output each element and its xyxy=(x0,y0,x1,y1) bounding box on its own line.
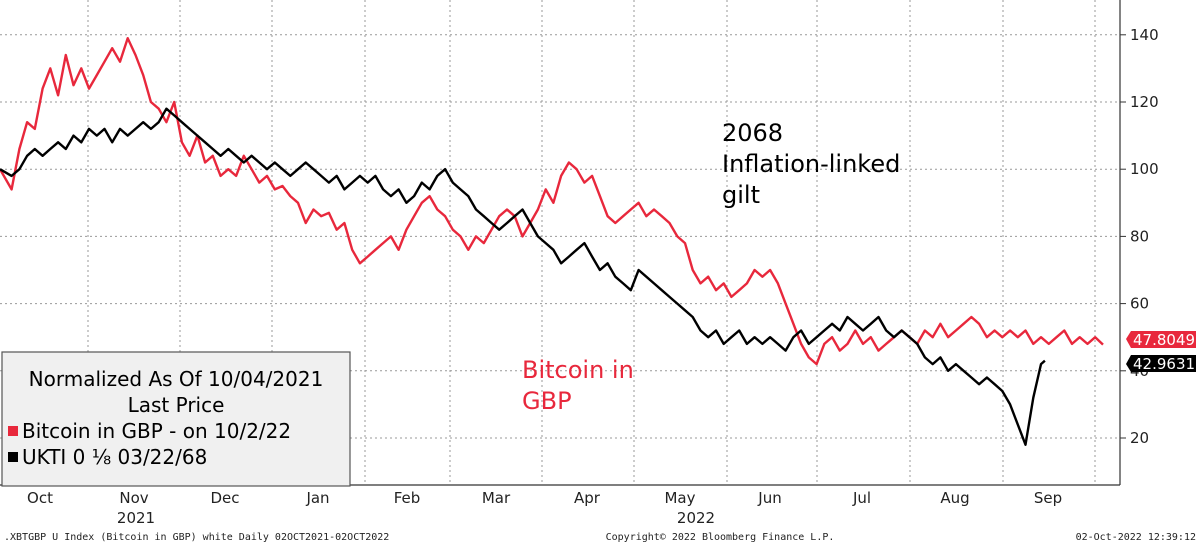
y-tick-label-140: 140 xyxy=(1130,26,1159,44)
x-tick-label-aug: Aug xyxy=(940,489,969,507)
x-tick-label-dec: Dec xyxy=(210,489,239,507)
legend-item-ukti: UKTI 0 ⅛ 03/22/68 xyxy=(22,445,207,469)
x-tick-label-mar: Mar xyxy=(482,489,511,507)
gilt-annotation-line-1: 2068 xyxy=(722,119,783,147)
legend-item-bitcoin: Bitcoin in GBP - on 10/2/22 xyxy=(22,419,291,443)
footer-source: .XBTGBP U Index (Bitcoin in GBP) white D… xyxy=(4,532,389,543)
x-tick-label-jun: Jun xyxy=(757,489,781,507)
x-tick-label-jan: Jan xyxy=(305,489,329,507)
legend-swatch-bitcoin xyxy=(8,426,18,436)
last-value-tags: 47.8049 42.9631 xyxy=(1126,331,1196,373)
x-tick-label-nov: Nov xyxy=(119,489,148,507)
x-tick-label-feb: Feb xyxy=(394,489,421,507)
legend-box: Normalized As Of 10/04/2021 Last Price B… xyxy=(1,351,351,487)
y-tick-label-60: 60 xyxy=(1130,295,1149,313)
y-tick-label-20: 20 xyxy=(1130,429,1149,447)
bitcoin-annotation-line-2: GBP xyxy=(522,387,572,415)
x-tick-label-sep: Sep xyxy=(1034,489,1062,507)
legend-swatch-ukti xyxy=(8,452,18,462)
y-tick-label-120: 120 xyxy=(1130,93,1159,111)
ukti-last-value-tag xyxy=(1126,355,1196,372)
bitcoin-last-value-tag xyxy=(1126,331,1196,348)
ukti-last-value: 42.9631 xyxy=(1133,355,1195,373)
year-label-2021: 2021 xyxy=(117,509,155,527)
bitcoin-annotation-line-1: Bitcoin in xyxy=(522,356,634,384)
y-tick-label-100: 100 xyxy=(1130,160,1159,178)
legend-title-line-2: Last Price xyxy=(128,393,225,417)
gilt-annotation-line-2: Inflation-linked xyxy=(722,150,900,178)
x-tick-label-may: May xyxy=(664,489,695,507)
x-tick-label-jul: Jul xyxy=(852,489,871,507)
y-tick-label-80: 80 xyxy=(1130,227,1149,245)
x-tick-label-oct: Oct xyxy=(27,489,53,507)
legend-background xyxy=(1,351,351,487)
series-line-ukti xyxy=(0,107,1046,446)
footer-timestamp: 02-Oct-2022 12:39:12 xyxy=(1076,532,1196,543)
legend-title-line-1: Normalized As Of 10/04/2021 xyxy=(29,367,324,391)
x-tick-label-apr: Apr xyxy=(574,489,601,507)
gilt-annotation-line-3: gilt xyxy=(722,181,760,209)
bitcoin-last-value: 47.8049 xyxy=(1133,331,1195,349)
chart-series xyxy=(0,37,1104,446)
series-line-bitcoin xyxy=(0,37,1104,366)
footer-copyright: Copyright© 2022 Bloomberg Finance L.P. xyxy=(606,532,835,543)
year-label-2022: 2022 xyxy=(677,509,715,527)
